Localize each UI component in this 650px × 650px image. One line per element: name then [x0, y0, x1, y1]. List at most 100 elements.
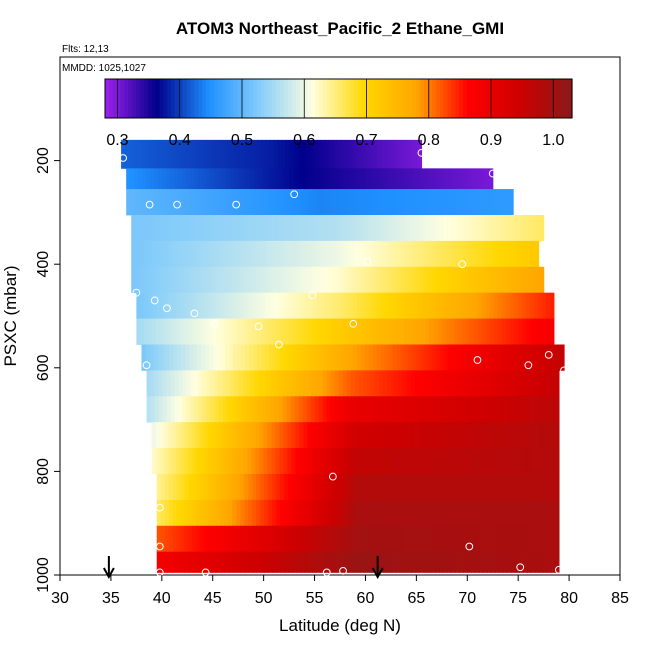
heatmap-cell [493, 189, 498, 216]
heatmap-cell [346, 240, 352, 268]
heatmap-cell [248, 292, 254, 319]
heatmap-cell [196, 473, 202, 501]
heatmap-cell [480, 168, 486, 190]
heatmap-cell [200, 473, 206, 501]
heatmap-cell [213, 344, 218, 371]
heatmap-cell [431, 473, 437, 501]
colorbar-tick-label: 0.8 [418, 132, 440, 149]
heatmap-cell [381, 168, 386, 190]
heatmap-cell [164, 525, 170, 553]
heatmap-cell [167, 240, 172, 268]
heatmap-cell [179, 266, 184, 294]
heatmap-cell [182, 396, 188, 423]
heatmap-cell [285, 139, 290, 169]
observation-point [155, 542, 164, 551]
heatmap-cell [228, 292, 234, 319]
heatmap-cell [382, 370, 388, 397]
heatmap-cell [140, 292, 145, 319]
heatmap-cell [273, 168, 279, 190]
heatmap-cell [179, 422, 185, 449]
heatmap-cell [299, 214, 305, 242]
heatmap-cell [239, 240, 244, 268]
heatmap-cell [417, 292, 422, 319]
heatmap-cell [257, 344, 262, 371]
heatmap-cell [487, 214, 493, 242]
heatmap-cell [498, 370, 504, 397]
heatmap-cell [513, 318, 519, 345]
heatmap-cell [306, 240, 312, 268]
heatmap-cell [211, 266, 216, 294]
heatmap-cell [395, 499, 401, 527]
heatmap-cell [493, 292, 499, 319]
heatmap-cell [495, 214, 501, 242]
heatmap-cell [142, 168, 147, 190]
heatmap-cell [403, 266, 409, 294]
heatmap-cell [485, 292, 491, 319]
heatmap-cell [345, 189, 351, 216]
heatmap-cell [445, 292, 451, 319]
heatmap-cell [294, 240, 300, 268]
colorbar-segment [108, 79, 114, 118]
heatmap-cell [236, 292, 242, 319]
heatmap-cell [302, 370, 308, 397]
heatmap-cell [491, 525, 496, 553]
heatmap-cell [192, 292, 198, 319]
heatmap-cell [554, 473, 560, 501]
colorbar-segment [163, 79, 168, 118]
heatmap-cell [393, 139, 399, 169]
heatmap-cell [280, 292, 286, 319]
heatmap-cell [375, 525, 381, 553]
heatmap-cell [341, 168, 346, 190]
heatmap-cell [293, 189, 299, 216]
heatmap-cell [389, 189, 395, 216]
heatmap-cell [358, 396, 364, 423]
heatmap-cell [191, 448, 197, 475]
heatmap-cell [511, 266, 517, 294]
heatmap-cell [164, 551, 170, 573]
heatmap-cell [483, 214, 489, 242]
heatmap-cell [475, 525, 480, 553]
heatmap-cell [162, 370, 168, 397]
heatmap-cell [250, 396, 256, 423]
heatmap-cell [535, 473, 540, 501]
heatmap-cell [340, 344, 346, 371]
colorbar-tick-label: 0.3 [106, 132, 128, 149]
heatmap-cell [231, 266, 236, 294]
heatmap-cell [487, 473, 492, 501]
heatmap-cell [462, 240, 468, 268]
heatmap-cell [482, 240, 488, 268]
heatmap-cell [208, 318, 214, 345]
heatmap-cell [335, 499, 341, 527]
heatmap-cell [351, 499, 357, 527]
heatmap-cell [232, 525, 237, 553]
heatmap-cell [341, 189, 347, 216]
heatmap-cell [342, 370, 348, 397]
heatmap-cell [144, 292, 150, 319]
heatmap-cell [393, 318, 398, 345]
heatmap-cell [491, 422, 496, 449]
heatmap-cell [289, 168, 295, 190]
heatmap-cell [185, 344, 190, 371]
heatmap-cell [389, 292, 394, 319]
heatmap-cell [259, 448, 265, 475]
heatmap-cell [197, 139, 202, 169]
heatmap-cell [296, 551, 301, 573]
heatmap-cell [554, 448, 560, 475]
heatmap-cell [326, 370, 332, 397]
heatmap-cell [274, 370, 280, 397]
observation-point [254, 322, 263, 331]
heatmap-cell [337, 318, 342, 345]
colorbar-segment [132, 79, 137, 118]
heatmap-cell [248, 318, 254, 345]
heatmap-cell [418, 240, 424, 268]
heatmap-cell [129, 139, 134, 169]
heatmap-cell [554, 370, 560, 397]
heatmap-cell [256, 292, 262, 319]
heatmap-cell [466, 396, 472, 423]
heatmap-cell [538, 396, 544, 423]
heatmap-cell [488, 168, 494, 190]
heatmap-cell [482, 370, 488, 397]
heatmap-cell [156, 551, 162, 573]
x-tick-label: 50 [255, 590, 273, 607]
heatmap-cell [209, 139, 214, 169]
